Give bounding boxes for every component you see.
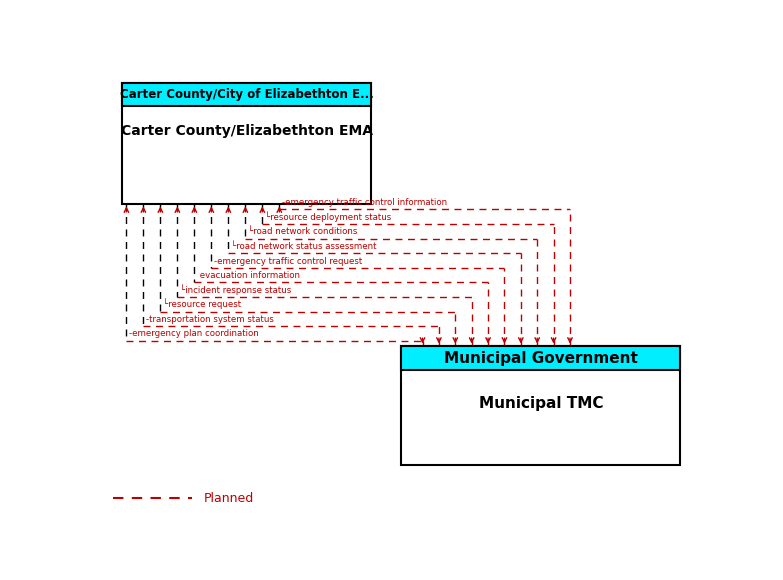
Bar (122, 83, 371, 204)
Text: Municipal Government: Municipal Government (444, 350, 638, 365)
Text: -emergency plan coordination: -emergency plan coordination (129, 329, 259, 339)
Bar (402, 346, 680, 465)
Bar (402, 346, 680, 369)
Text: evacuation information: evacuation information (197, 271, 301, 280)
Bar (122, 83, 371, 106)
Bar (122, 83, 371, 106)
Text: Carter County/City of Elizabethton E...: Carter County/City of Elizabethton E... (120, 88, 373, 101)
Text: └road network conditions: └road network conditions (248, 227, 358, 236)
Text: Carter County/Elizabethton EMA: Carter County/Elizabethton EMA (121, 124, 373, 137)
Text: -emergency traffic control information: -emergency traffic control information (283, 198, 447, 207)
Text: └road network status assessment: └road network status assessment (232, 242, 377, 251)
Text: └incident response status: └incident response status (180, 284, 291, 295)
Text: -emergency traffic control request: -emergency traffic control request (215, 256, 363, 266)
Text: -transportation system status: -transportation system status (146, 315, 274, 324)
Text: Municipal TMC: Municipal TMC (478, 396, 603, 411)
Text: └resource request: └resource request (164, 299, 241, 309)
Bar (402, 346, 680, 369)
Text: └resource deployment status: └resource deployment status (265, 211, 392, 222)
Text: Planned: Planned (204, 492, 254, 505)
